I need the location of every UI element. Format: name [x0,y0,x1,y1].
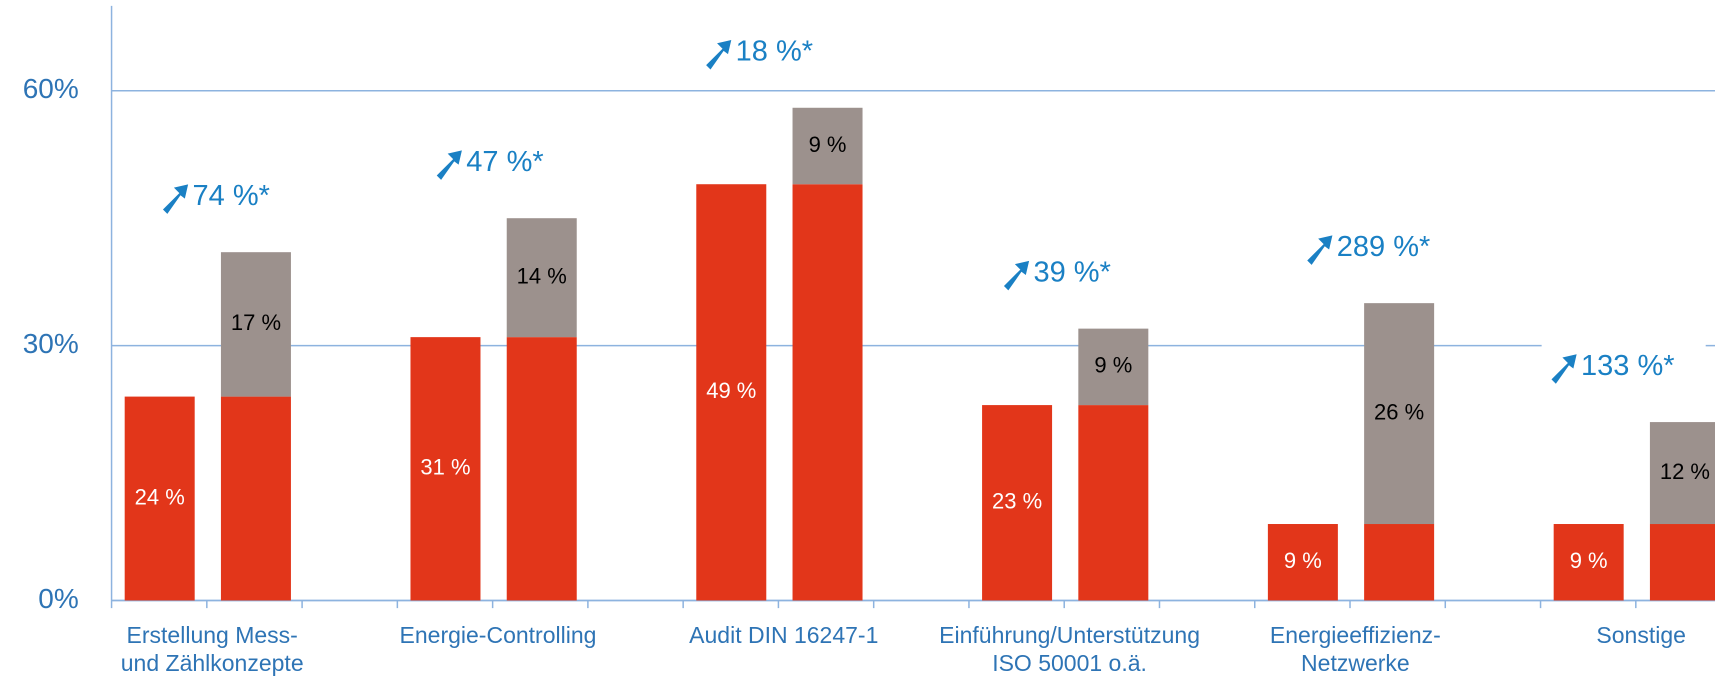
data-label: 31 % [420,455,470,480]
x-tick-label: Audit DIN 16247-1 [689,622,879,649]
bar-segment [1078,328,1149,406]
growth-arrow [1551,354,1577,384]
annotation: 74 %* [193,180,270,212]
bar-segment [792,184,863,601]
bar-segment [1364,524,1435,601]
x-tick-label: Einführung/Unterstützung ISO 50001 o.ä. [939,622,1200,677]
data-label: 9 % [809,132,847,157]
bar-segment [506,337,577,601]
annotation-bg [153,173,318,222]
data-label: 9 % [1570,548,1608,573]
y-tick-label: 30% [23,328,79,359]
bar [982,405,1053,601]
x-tick-label: Sonstige [1596,622,1686,649]
data-label: 14 % [517,263,567,288]
data-label: 9 % [1284,548,1322,573]
data-label: 12 % [1660,459,1710,484]
bar-segment [220,396,291,601]
annotation-bg [426,139,591,188]
growth-arrow [1003,260,1030,291]
data-label: 23 % [992,489,1042,514]
annotation: 47 %* [466,146,543,178]
bar-segment [1649,422,1715,525]
x-tick-label: Energieeffizienz- Netzwerke [1269,622,1441,677]
annotation-bg [1541,343,1706,392]
growth-arrow [1307,235,1333,265]
annotation-bg [994,249,1159,299]
bar [124,396,195,601]
growth-arrow [706,39,732,70]
bar-segment [792,107,863,185]
growth-arrow [436,150,462,180]
bar [410,337,481,601]
annotation: 133 %* [1581,350,1675,382]
growth-arrow [162,184,189,214]
y-tick-label: 0% [38,583,78,614]
data-label: 9 % [1094,353,1132,378]
bar [1267,524,1338,601]
bar-segment [220,252,291,397]
bar-segment [1364,303,1435,525]
bar-segment [506,218,577,338]
data-label: 17 % [231,310,281,335]
annotation-bg [1297,224,1462,273]
annotation-bg [696,29,861,78]
bar [696,184,767,601]
annotation: 39 %* [1033,257,1110,289]
data-label: 49 % [706,378,756,403]
annotation: 18 %* [736,36,813,68]
data-label: 24 % [135,484,185,509]
data-label: 26 % [1374,399,1424,424]
y-tick-label: 60% [23,73,79,104]
bar-segment [1649,524,1715,601]
annotation: 289 %* [1337,231,1431,263]
bar [1553,524,1624,601]
x-tick-label: Erstellung Mess- und Zählkonzepte [120,622,304,677]
x-tick-label: Energie-Controlling [399,622,597,649]
bar-segment [1078,405,1149,601]
